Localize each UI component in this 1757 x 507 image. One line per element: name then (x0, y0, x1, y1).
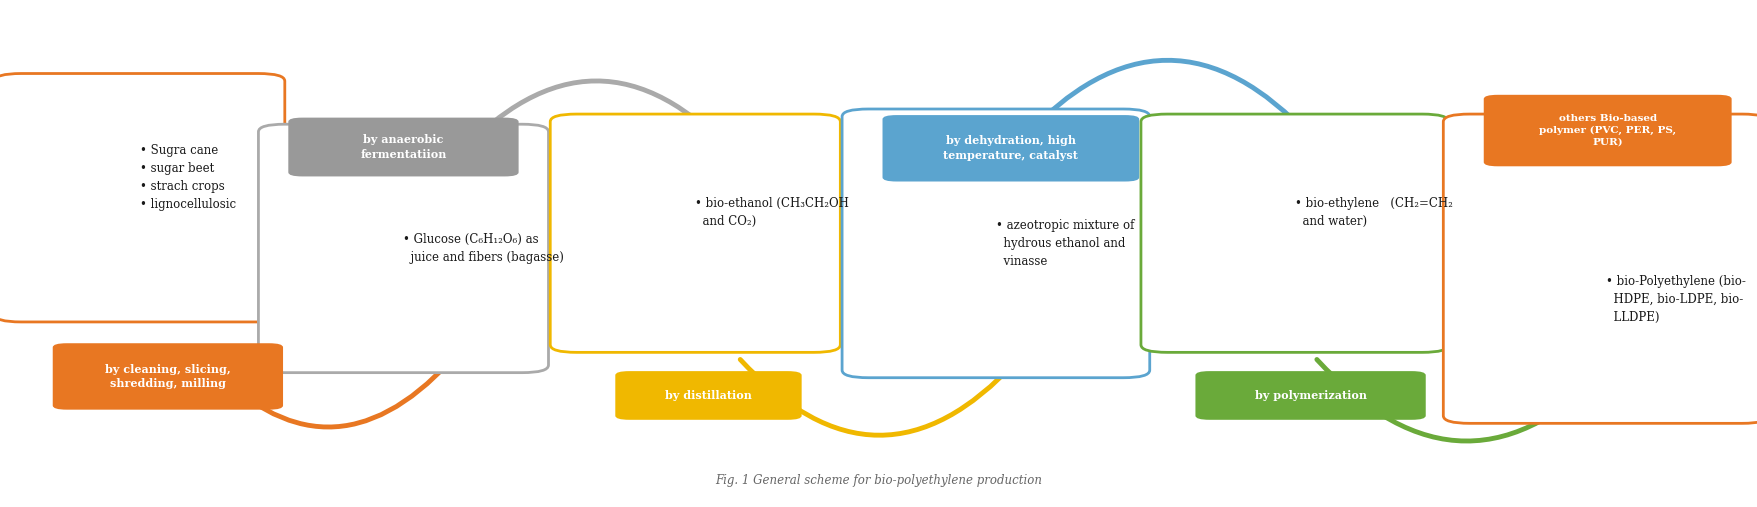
Text: • bio-Polyethylene (bio-
  HDPE, bio-LDPE, bio-
  LLDPE): • bio-Polyethylene (bio- HDPE, bio-LDPE,… (1606, 275, 1745, 323)
FancyBboxPatch shape (615, 371, 801, 420)
Text: by distillation: by distillation (664, 390, 752, 401)
FancyBboxPatch shape (882, 115, 1139, 182)
Text: • bio-ethanol (CH₃CH₂OH
  and CO₂): • bio-ethanol (CH₃CH₂OH and CO₂) (696, 197, 849, 229)
FancyBboxPatch shape (1195, 371, 1425, 420)
FancyBboxPatch shape (258, 124, 548, 373)
FancyBboxPatch shape (1140, 114, 1448, 352)
FancyBboxPatch shape (550, 114, 840, 352)
Text: Fig. 1 General scheme for bio-polyethylene production: Fig. 1 General scheme for bio-polyethyle… (715, 474, 1042, 487)
Text: • Glucose (C₆H₁₂O₆) as
  juice and fibers (bagasse): • Glucose (C₆H₁₂O₆) as juice and fibers … (404, 233, 564, 264)
Text: • bio-ethylene   (CH₂=CH₂
  and water): • bio-ethylene (CH₂=CH₂ and water) (1293, 197, 1451, 229)
FancyBboxPatch shape (1483, 95, 1731, 166)
FancyBboxPatch shape (1442, 114, 1757, 423)
FancyBboxPatch shape (288, 118, 518, 176)
Text: by dehydration, high
temperature, catalyst: by dehydration, high temperature, cataly… (944, 135, 1077, 161)
Text: • Sugra cane
• sugar beet
• strach crops
• lignocellulosic: • Sugra cane • sugar beet • strach crops… (141, 144, 235, 211)
FancyBboxPatch shape (53, 343, 283, 410)
Text: by polymerization: by polymerization (1254, 390, 1365, 401)
Text: by anaerobic
fermentatiion: by anaerobic fermentatiion (360, 134, 446, 160)
FancyBboxPatch shape (842, 109, 1149, 378)
Text: • azeotropic mixture of
  hydrous ethanol and
  vinasse: • azeotropic mixture of hydrous ethanol … (994, 219, 1133, 268)
Text: others Bio-based
polymer (PVC, PER, PS,
PUR): others Bio-based polymer (PVC, PER, PS, … (1537, 114, 1676, 147)
Text: by cleaning, slicing,
shredding, milling: by cleaning, slicing, shredding, milling (105, 364, 230, 389)
FancyBboxPatch shape (0, 74, 285, 322)
